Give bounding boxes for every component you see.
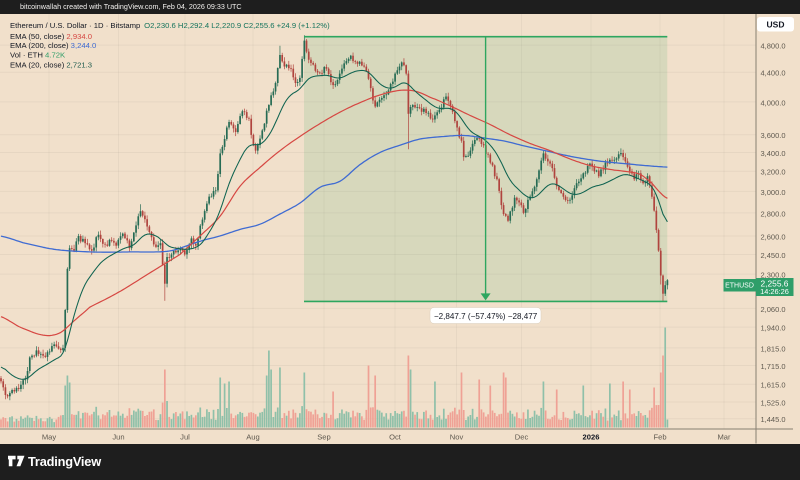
svg-text:4,400.0: 4,400.0 [761,69,786,78]
svg-text:EMA (50, close) 2,934.0: EMA (50, close) 2,934.0 [10,32,92,41]
svg-text:4,800.0: 4,800.0 [761,42,786,51]
svg-text:2,255.6: 2,255.6 [761,279,789,289]
svg-text:Jul: Jul [180,433,190,442]
svg-text:USD: USD [767,19,785,29]
svg-text:1,525.0: 1,525.0 [761,398,786,407]
svg-text:Ethereum / U.S. Dollar · 1D ·: Ethereum / U.S. Dollar · 1D · Bitstamp O… [10,21,330,30]
svg-text:2,300.0: 2,300.0 [761,271,786,280]
svg-text:4,000.0: 4,000.0 [761,98,786,107]
svg-text:May: May [42,433,57,442]
svg-text:3,400.0: 3,400.0 [761,149,786,158]
svg-text:Jun: Jun [112,433,124,442]
svg-text:Dec: Dec [515,433,529,442]
svg-text:3,600.0: 3,600.0 [761,131,786,140]
svg-text:3,200.0: 3,200.0 [761,168,786,177]
svg-text:2,600.0: 2,600.0 [761,232,786,241]
svg-text:1,815.0: 1,815.0 [761,344,786,353]
svg-text:14:26:26: 14:26:26 [760,287,789,296]
svg-text:−2,847.7 (−57.47%) −28,477: −2,847.7 (−57.47%) −28,477 [434,312,538,321]
svg-text:Aug: Aug [246,433,260,442]
svg-text:EMA (200, close) 3,244.0: EMA (200, close) 3,244.0 [10,41,96,50]
svg-text:2,060.0: 2,060.0 [761,305,786,314]
svg-text:3,000.0: 3,000.0 [761,188,786,197]
svg-text:Nov: Nov [450,433,464,442]
svg-text:1,715.0: 1,715.0 [761,362,786,371]
svg-text:EMA (20, close) 2,721.3: EMA (20, close) 2,721.3 [10,61,92,70]
svg-text:Mar: Mar [717,433,731,442]
svg-text:ETHUSD: ETHUSD [725,282,754,289]
svg-text:Feb: Feb [653,433,666,442]
svg-text:1,615.0: 1,615.0 [761,381,786,390]
svg-text:2,450.0: 2,450.0 [761,251,786,260]
svg-text:Sep: Sep [317,433,331,442]
svg-text:1,940.0: 1,940.0 [761,324,786,333]
svg-text:2,800.0: 2,800.0 [761,209,786,218]
svg-text:Vol · ETH 4.72K: Vol · ETH 4.72K [10,51,66,60]
svg-text:1,445.0: 1,445.0 [761,415,786,424]
svg-text:Oct: Oct [389,433,402,442]
svg-text:2026: 2026 [583,433,600,442]
